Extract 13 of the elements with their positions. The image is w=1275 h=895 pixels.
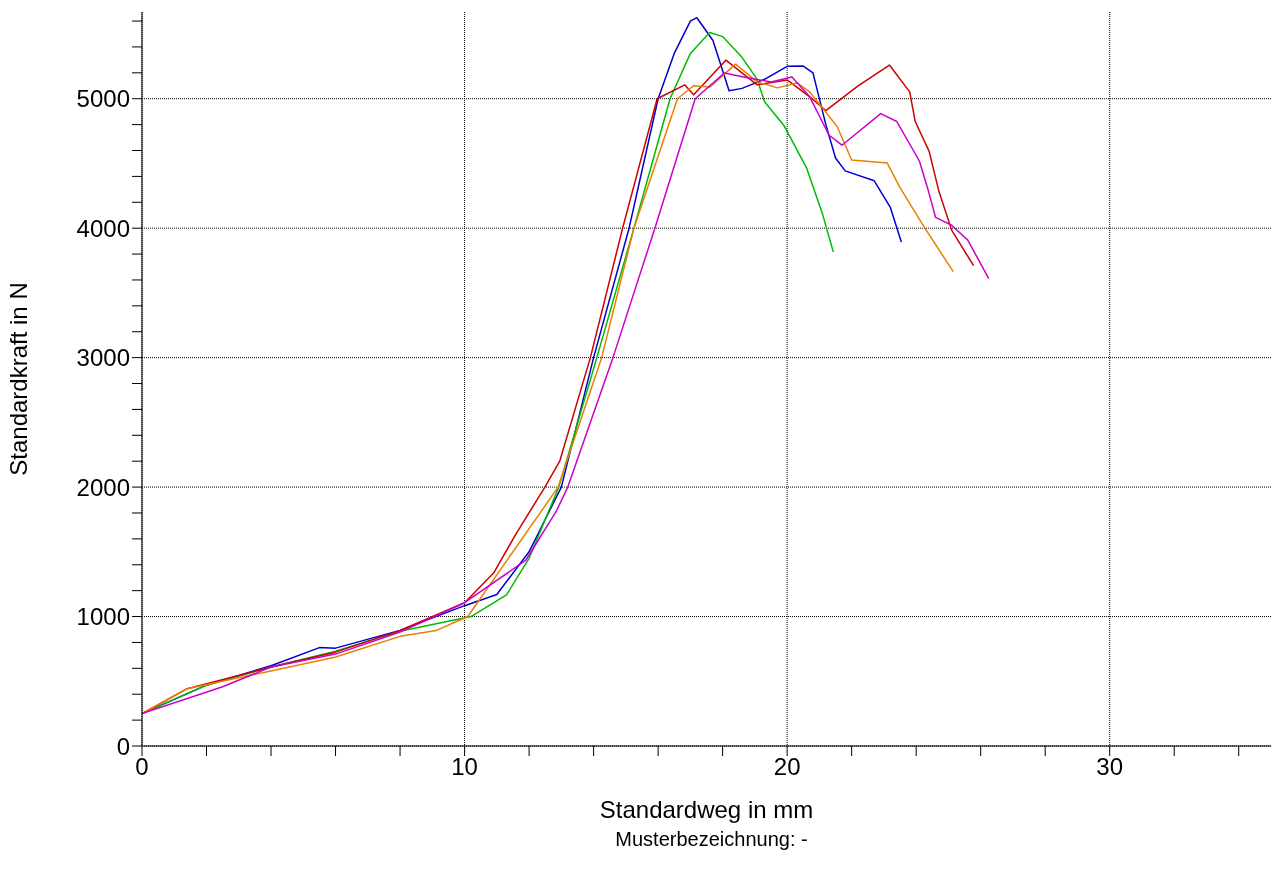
x-tick-label: 30 [1096,753,1124,781]
y-tick-label: 3000 [76,344,130,372]
text: Musterbezeichnung: - [614,828,809,851]
y-tick-label: 4000 [76,214,130,242]
x-tick-label: 0 [135,753,149,781]
x-tick-label: 10 [451,753,478,781]
y-tick-label: 1000 [76,603,130,631]
y-axis-title: Standardkraft in N [4,282,32,476]
y-tick-label: 5000 [76,85,130,113]
x-tick-label: 20 [773,753,801,781]
x-axis-title: Standardweg in mm [599,796,814,823]
y-tick-label: 0 [116,732,130,760]
y-tick-label: 2000 [76,473,130,501]
